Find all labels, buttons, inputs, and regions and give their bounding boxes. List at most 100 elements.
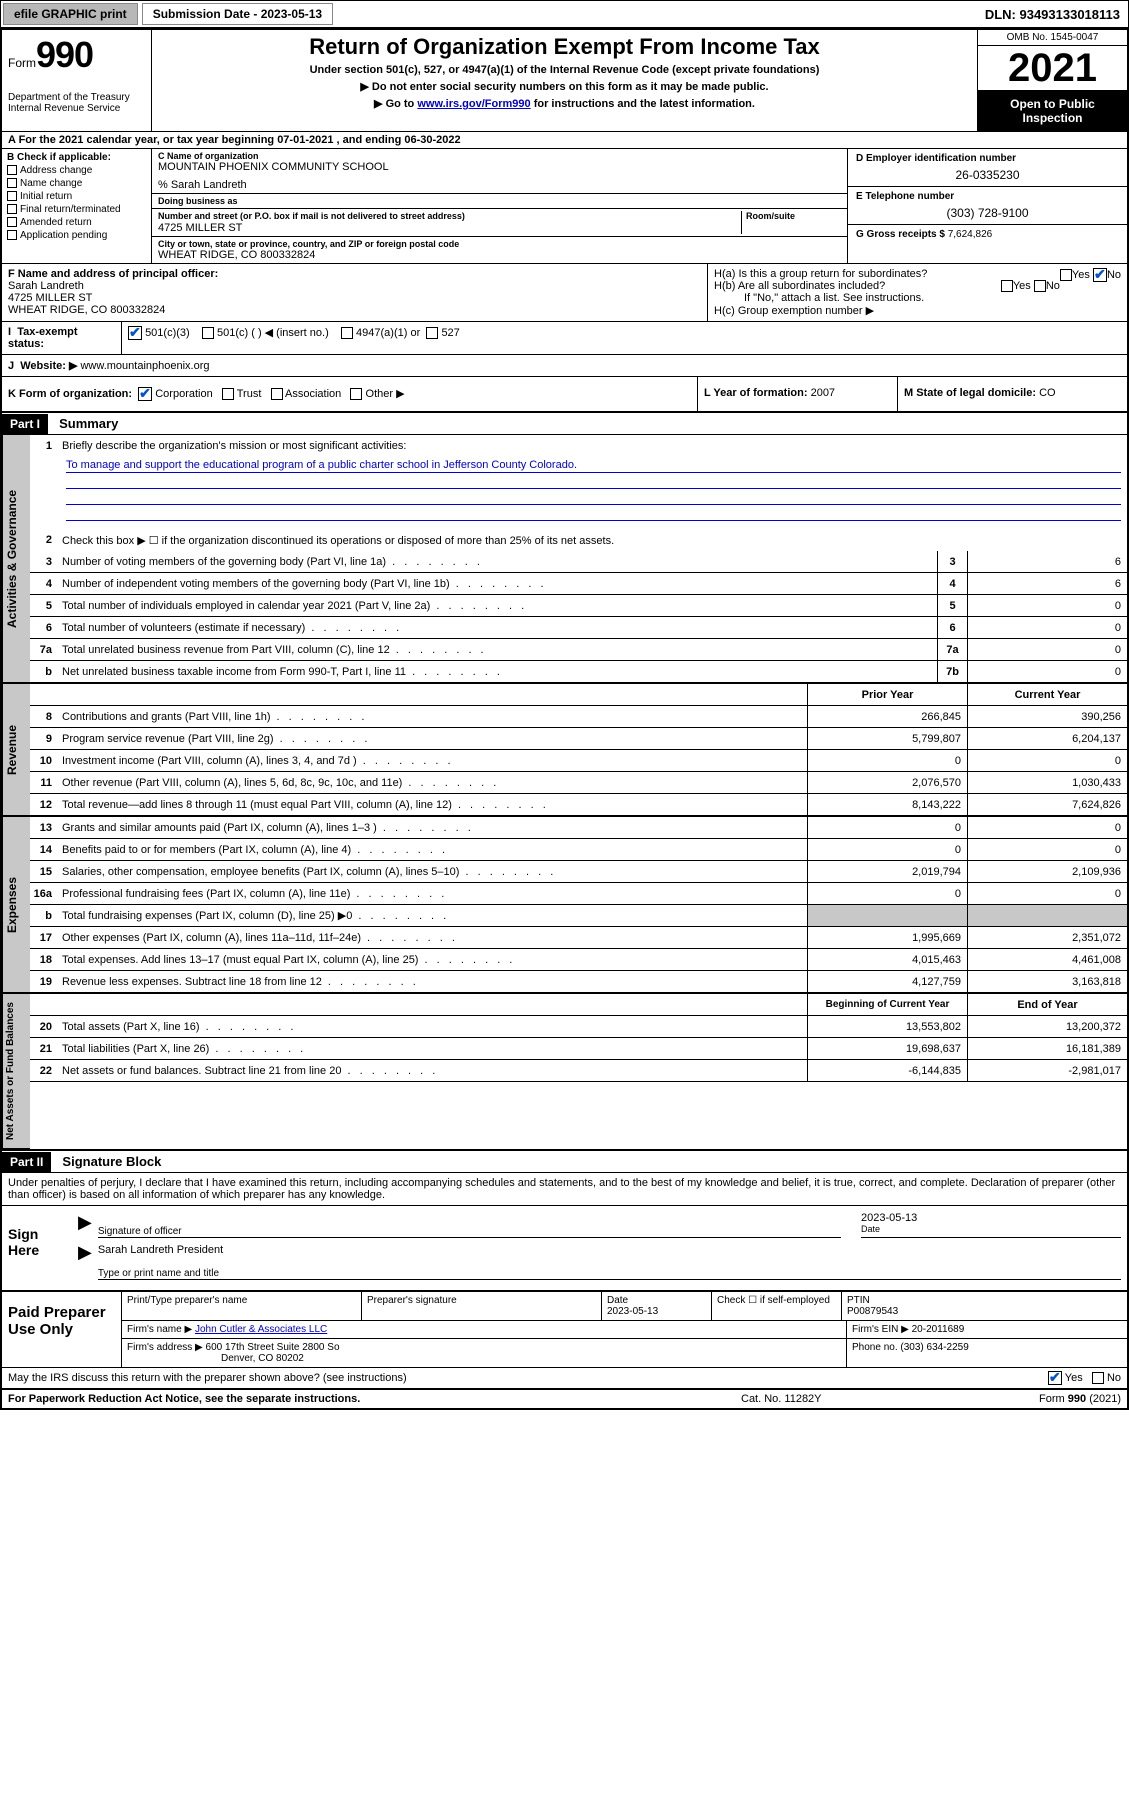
prep-sig-label: Preparer's signature (362, 1292, 602, 1320)
officer-addr2: WHEAT RIDGE, CO 800332824 (8, 304, 701, 316)
col-current-year: Current Year (967, 684, 1127, 705)
gross-label: G Gross receipts $ (856, 229, 945, 240)
phone-label: E Telephone number (856, 191, 1119, 202)
state-domicile: CO (1039, 387, 1056, 399)
header-right: OMB No. 1545-0047 2021 Open to Public In… (977, 30, 1127, 131)
checkbox-amended[interactable] (7, 217, 17, 227)
addr-label: Number and street (or P.O. box if mail i… (158, 211, 465, 221)
top-bar: efile GRAPHIC print Submission Date - 20… (0, 0, 1129, 28)
checkbox-name-change[interactable] (7, 178, 17, 188)
data-row: 11 Other revenue (Part VIII, column (A),… (30, 772, 1127, 794)
box-m: M State of legal domicile: CO (897, 377, 1127, 411)
chk-501c3[interactable] (128, 326, 142, 340)
paid-preparer-label: Paid Preparer Use Only (2, 1292, 122, 1367)
row-j: J Website: ▶ www.mountainphoenix.org (2, 355, 1127, 377)
form-org-label: K Form of organization: (8, 388, 132, 400)
chk-501c[interactable] (202, 327, 214, 339)
chk-4947[interactable] (341, 327, 353, 339)
hb-note: If "No," attach a list. See instructions… (714, 292, 1121, 304)
firm-name-link[interactable]: John Cutler & Associates LLC (195, 1324, 327, 1335)
form-title: Return of Organization Exempt From Incom… (158, 34, 971, 60)
dba-label: Doing business as (158, 196, 238, 206)
checkbox-final-return[interactable] (7, 204, 17, 214)
row-klm: K Form of organization: Corporation Trus… (2, 377, 1127, 413)
data-row: 12 Total revenue—add lines 8 through 11 … (30, 794, 1127, 816)
city-label: City or town, state or province, country… (158, 239, 841, 249)
data-row: 8 Contributions and grants (Part VIII, l… (30, 706, 1127, 728)
form-subtitle: Under section 501(c), 527, or 4947(a)(1)… (158, 64, 971, 76)
q1-label: Briefly describe the organization's miss… (58, 437, 1127, 455)
hb-yes[interactable] (1001, 280, 1013, 292)
gov-row: b Net unrelated business taxable income … (30, 661, 1127, 683)
col-begin-year: Beginning of Current Year (807, 994, 967, 1015)
firm-addr-cell: Firm's address ▶ 600 17th Street Suite 2… (122, 1339, 847, 1367)
may-irs-no[interactable] (1092, 1372, 1104, 1384)
paperwork-notice: For Paperwork Reduction Act Notice, see … (8, 1393, 741, 1405)
signature-intro: Under penalties of perjury, I declare th… (2, 1173, 1127, 1206)
prep-self-employed: Check ☐ if self-employed (712, 1292, 842, 1320)
gross-value: 7,624,826 (948, 229, 993, 240)
firm-ein-cell: Firm's EIN ▶ 20-2011689 (847, 1321, 1127, 1338)
data-row: 15 Salaries, other compensation, employe… (30, 861, 1127, 883)
ha-no[interactable] (1093, 268, 1107, 282)
year-formation: 2007 (811, 387, 835, 399)
officer-addr1: 4725 MILLER ST (8, 292, 701, 304)
signature-officer-field[interactable]: Signature of officer (98, 1212, 841, 1238)
calendar-year-row: A For the 2021 calendar year, or tax yea… (2, 132, 1127, 149)
irs-link[interactable]: www.irs.gov/Form990 (417, 98, 530, 110)
signature-arrow-icon: ▶ (78, 1242, 92, 1280)
may-irs-yes[interactable] (1048, 1371, 1062, 1385)
row-f-h: F Name and address of principal officer:… (2, 264, 1127, 322)
chk-corporation[interactable] (138, 387, 152, 401)
tax-exempt-label: Tax-exempt status: (8, 326, 78, 350)
hb-no[interactable] (1034, 280, 1046, 292)
part2-title: Signature Block (54, 1151, 169, 1172)
signature-arrow-icon: ▶ (78, 1212, 92, 1238)
part2-label: Part II (2, 1152, 51, 1172)
part2-header-row: Part II Signature Block (2, 1151, 1127, 1173)
tax-year: 2021 (978, 46, 1127, 91)
side-label-governance: Activities & Governance (2, 435, 30, 683)
form-prefix: Form (8, 56, 36, 70)
paid-preparer-block: Paid Preparer Use Only Print/Type prepar… (2, 1292, 1127, 1368)
dln-number: DLN: 93493133018113 (977, 4, 1128, 25)
officer-label: F Name and address of principal officer: (8, 268, 701, 280)
chk-527[interactable] (426, 327, 438, 339)
gov-row: 4 Number of independent voting members o… (30, 573, 1127, 595)
section-expenses: Expenses 13 Grants and similar amounts p… (2, 816, 1127, 993)
phone-value: (303) 728-9100 (856, 206, 1119, 220)
data-row: 19 Revenue less expenses. Subtract line … (30, 971, 1127, 993)
mission-block: To manage and support the educational pr… (30, 457, 1127, 529)
care-of: % Sarah Landreth (158, 179, 841, 191)
box-h: H(a) Is this a group return for subordin… (707, 264, 1127, 321)
firm-name-cell: Firm's name ▶ John Cutler & Associates L… (122, 1321, 847, 1338)
street-address: 4725 MILLER ST (158, 222, 242, 234)
form-ref: Form 990 (2021) (941, 1393, 1121, 1405)
checkbox-initial-return[interactable] (7, 191, 17, 201)
data-row: 14 Benefits paid to or for members (Part… (30, 839, 1127, 861)
box-c: C Name of organization MOUNTAIN PHOENIX … (152, 149, 847, 263)
state-domicile-label: M State of legal domicile: (904, 387, 1036, 399)
gov-row: 7a Total unrelated business revenue from… (30, 639, 1127, 661)
ha-yes[interactable] (1060, 269, 1072, 281)
header-left: Form990 Department of the Treasury Inter… (2, 30, 152, 131)
side-label-revenue: Revenue (2, 684, 30, 816)
city-state-zip: WHEAT RIDGE, CO 800332824 (158, 249, 841, 261)
chk-other[interactable] (350, 388, 362, 400)
checkbox-app-pending[interactable] (7, 230, 17, 240)
data-row: 16a Professional fundraising fees (Part … (30, 883, 1127, 905)
ptin-cell: PTINP00879543 (842, 1292, 1127, 1320)
gov-row: 3 Number of voting members of the govern… (30, 551, 1127, 573)
cat-no: Cat. No. 11282Y (741, 1393, 941, 1405)
year-formation-label: L Year of formation: (704, 387, 808, 399)
firm-phone-cell: Phone no. (303) 634-2259 (847, 1339, 1127, 1367)
note-ssn: ▶ Do not enter social security numbers o… (158, 80, 971, 93)
q2-label: Check this box ▶ ☐ if the organization d… (58, 531, 1127, 550)
checkbox-address-change[interactable] (7, 165, 17, 175)
efile-button[interactable]: efile GRAPHIC print (3, 3, 138, 25)
chk-trust[interactable] (222, 388, 234, 400)
data-row: 18 Total expenses. Add lines 13–17 (must… (30, 949, 1127, 971)
data-row: b Total fundraising expenses (Part IX, c… (30, 905, 1127, 927)
chk-association[interactable] (271, 388, 283, 400)
data-row: 21 Total liabilities (Part X, line 26) 1… (30, 1038, 1127, 1060)
